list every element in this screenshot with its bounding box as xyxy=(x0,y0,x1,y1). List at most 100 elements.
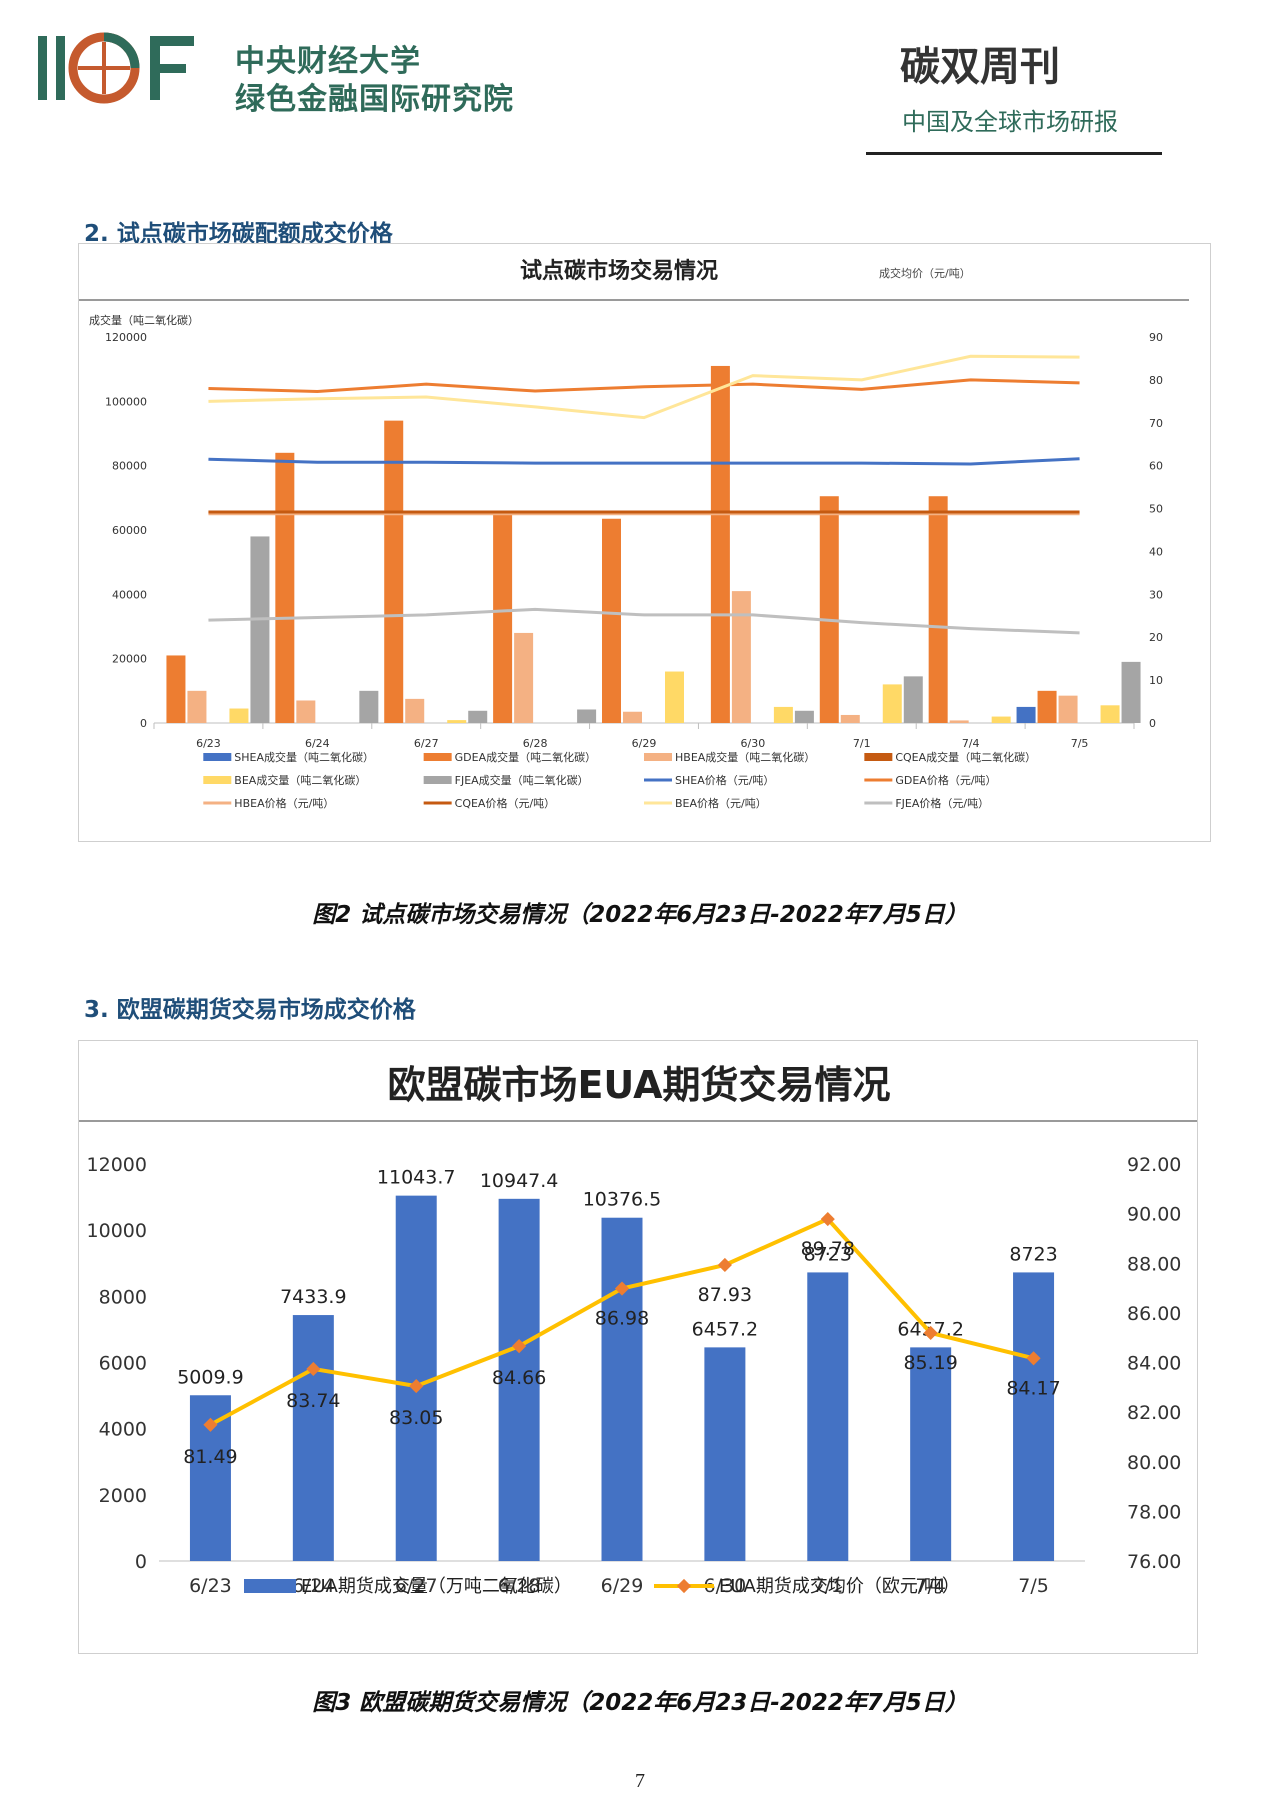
chart1-y2tick-label: 10 xyxy=(1149,674,1163,687)
chart2-bar-data-label: 10947.4 xyxy=(480,1170,559,1192)
chart1-xtick-label: 6/27 xyxy=(414,737,439,750)
chart2-bar-data-label: 7433.9 xyxy=(280,1286,346,1308)
chart1-bar xyxy=(384,420,404,723)
chart2-bar xyxy=(807,1272,849,1561)
chart1-bar xyxy=(882,684,902,723)
chart1-y2tick-label: 80 xyxy=(1149,374,1163,387)
eua-futures-chart: 欧盟碳市场EUA期货交易情况 0 2000 4000 6000 8000 10000 1200… xyxy=(78,1040,1198,1654)
chart1-legend-swatch xyxy=(644,753,672,761)
chart1-y2tick-label: 90 xyxy=(1149,331,1163,344)
chart1-bar xyxy=(405,698,425,723)
chart1-bar xyxy=(949,720,969,723)
chart1-y2tick-label: 50 xyxy=(1149,503,1163,516)
chart1-bar xyxy=(447,720,467,723)
chart1-bar xyxy=(166,655,186,723)
chart2-xtick-label: 6/23 xyxy=(189,1575,232,1597)
chart2-price-data-label: 83.05 xyxy=(389,1407,443,1429)
chart2-y2tick-label: 88.00 xyxy=(1127,1253,1181,1275)
chart1-ytick-label: 60000 xyxy=(112,524,147,537)
chart1-bar xyxy=(1016,706,1036,723)
chart2-xtick-label: 7/5 xyxy=(1018,1575,1049,1597)
chart1-legend-label: SHEA价格（元/吨） xyxy=(675,773,774,787)
chart1-title: 试点碳市场交易情况 xyxy=(520,258,718,284)
chart1-subtitle: 成交均价（元/吨） xyxy=(879,266,971,280)
chart1-ytick-label: 80000 xyxy=(112,460,147,473)
pilot-market-chart: 试点碳市场交易情况 成交均价（元/吨） 成交量（吨二氧化碳） 0 20000 40000 6… xyxy=(78,243,1211,842)
chart2-y2tick-label: 76.00 xyxy=(1127,1551,1181,1573)
chart2-y2tick-label: 84.00 xyxy=(1127,1353,1181,1375)
chart1-legend-label: CQEA成交量（吨二氧化碳） xyxy=(895,750,1036,764)
chart1-legend-label: GDEA价格（元/吨） xyxy=(895,773,996,787)
chart2-bar-data-label: 5009.9 xyxy=(177,1366,243,1388)
chart2-price-data-label: 81.49 xyxy=(183,1446,237,1468)
chart1-bar xyxy=(493,513,513,723)
chart2-y2tick-label: 86.00 xyxy=(1127,1303,1181,1325)
chart1-legend-label: FJEA成交量（吨二氧化碳） xyxy=(455,773,589,787)
chart1-legend-label: HBEA价格（元/吨） xyxy=(234,796,334,810)
chart1-bar xyxy=(710,365,730,723)
chart1-legend-label: BEA成交量（吨二氧化碳） xyxy=(234,773,366,787)
chart1-series-line xyxy=(208,607,1080,635)
chart1-xtick-label: 7/4 xyxy=(962,737,980,750)
chart2-ytick-label: 10000 xyxy=(87,1220,147,1242)
chart2-ytick-label: 4000 xyxy=(99,1419,147,1441)
chart2-y2tick-label: 80.00 xyxy=(1127,1452,1181,1474)
chart2-xtick-label: 7/4 xyxy=(915,1575,946,1597)
chart1-bar xyxy=(623,711,642,723)
chart1-bar xyxy=(928,496,948,723)
chart1-xtick-label: 6/24 xyxy=(305,737,330,750)
logo-bar-1 xyxy=(38,36,47,100)
chart1-y2tick-label: 30 xyxy=(1149,588,1163,601)
chart2-legend-marker-price xyxy=(676,1578,692,1594)
chart2-price-data-label: 85.19 xyxy=(903,1352,957,1374)
chart2-price-data-label: 83.74 xyxy=(286,1390,340,1412)
chart2-bar xyxy=(704,1347,746,1561)
chart1-ytick-label: 120000 xyxy=(105,331,147,344)
chart1-bar xyxy=(468,710,488,723)
section2-heading: 2. 试点碳市场碳配额成交价格 xyxy=(84,221,393,247)
chart1-y2tick-label: 60 xyxy=(1149,460,1163,473)
chart2-bar-data-label: 10376.5 xyxy=(583,1189,662,1211)
chart1-legend-label: GDEA成交量（吨二氧化碳） xyxy=(455,750,596,764)
logo-bar-2 xyxy=(56,36,65,100)
chart1-xtick-label: 7/1 xyxy=(853,737,871,750)
chart1-bar xyxy=(250,536,270,723)
chart1-bar xyxy=(819,496,839,723)
chart2-price-marker xyxy=(717,1257,732,1273)
chart1-bar xyxy=(731,591,751,723)
chart2-bar xyxy=(498,1198,540,1561)
chart2-bar-data-label: 11043.7 xyxy=(377,1167,456,1189)
chart1-xtick-label: 6/30 xyxy=(741,737,766,750)
chart2-price-marker xyxy=(923,1325,938,1341)
chart1-ylabel: 成交量（吨二氧化碳） xyxy=(89,313,199,327)
chart1-legend-swatch xyxy=(203,753,232,761)
chart2-legend-swatch-volume xyxy=(244,1579,296,1593)
chart1-ytick-label: 0 xyxy=(140,717,147,730)
header-rule xyxy=(866,152,1162,155)
chart2-bar-data-label: 8723 xyxy=(804,1243,852,1265)
chart2-price-marker xyxy=(1026,1351,1041,1366)
logo-text: IIGF xyxy=(38,107,40,109)
chart1-legend-label: FJEA价格（元/吨） xyxy=(895,796,989,810)
chart2-bar xyxy=(1013,1272,1055,1561)
chart2-bar xyxy=(601,1217,643,1561)
chart1-legend-label: CQEA价格（元/吨） xyxy=(455,796,556,810)
chart2-title: 欧盟碳市场EUA期货交易情况 xyxy=(387,1063,890,1107)
chart1-y2tick-label: 70 xyxy=(1149,417,1163,430)
chart1-ytick-label: 100000 xyxy=(105,395,147,408)
chart1-legend-label: HBEA成交量（吨二氧化碳） xyxy=(675,750,815,764)
chart1-bar xyxy=(275,452,295,723)
chart2-ytick-label: 6000 xyxy=(99,1353,147,1375)
chart1-bar xyxy=(773,706,793,723)
chart2-xtick-label: 7/1 xyxy=(812,1575,843,1597)
chart1-ytick-label: 40000 xyxy=(112,588,147,601)
figure3-caption: 图3 欧盟碳期货交易情况（2022年6月23日-2022年7月5日） xyxy=(312,1690,968,1716)
chart1-bar xyxy=(840,714,860,723)
chart1-legend-swatch xyxy=(864,753,893,761)
chart1-bar xyxy=(1058,695,1078,723)
chart2-price-marker xyxy=(409,1379,424,1394)
chart2-xtick-label: 6/30 xyxy=(704,1575,747,1597)
chart2-xtick-label: 6/28 xyxy=(498,1575,541,1597)
chart2-price-marker xyxy=(820,1212,835,1227)
chart2-bar-data-label: 8723 xyxy=(1009,1243,1057,1265)
